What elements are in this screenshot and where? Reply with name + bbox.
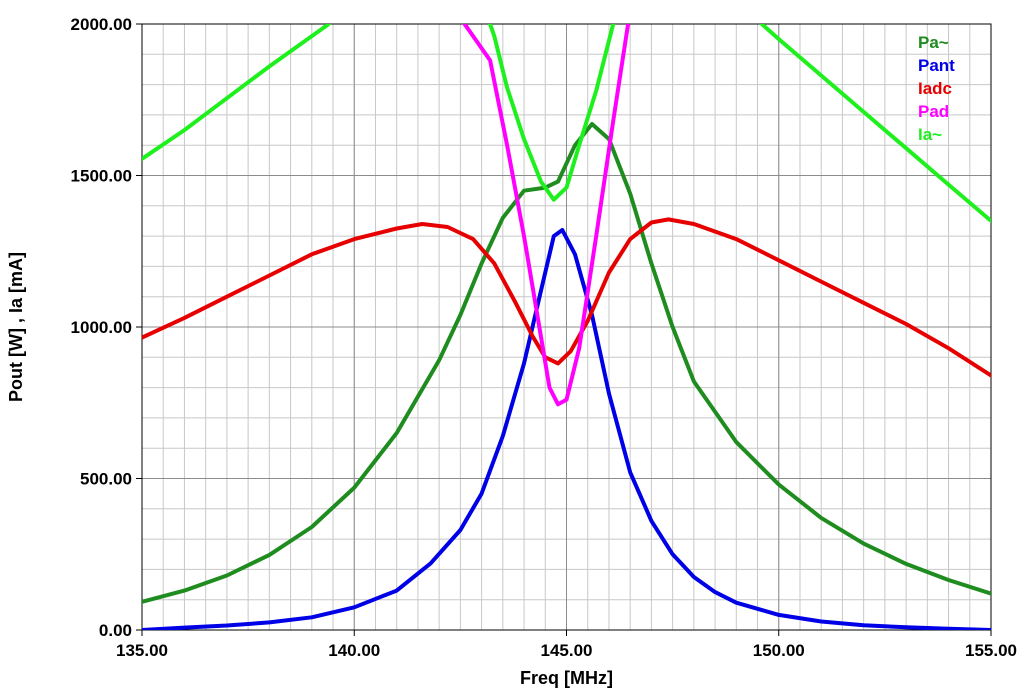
series-line-ia [759, 24, 991, 223]
legend: Pa~ Pant Iadc Pad Ia~ [918, 33, 955, 144]
series-line-pant [142, 228, 991, 630]
y-tick-label: 1500.00 [71, 167, 132, 186]
x-axis-title: Freq [MHz] [520, 668, 613, 688]
x-tick-label: 140.00 [328, 641, 380, 660]
series-line-ia [142, 24, 331, 161]
y-tick-label: 500.00 [80, 470, 132, 489]
x-tick-label: 145.00 [541, 641, 593, 660]
y-axis-title: Pout [W] , Ia [mA] [6, 252, 26, 402]
series-line-pad [462, 24, 631, 407]
series-layer [142, 24, 991, 630]
y-axis-ticks: 0.00 500.00 1000.00 1500.00 2000.00 [71, 15, 142, 640]
legend-entry-pant: Pant [918, 56, 955, 75]
legend-entry-pad: Pad [918, 102, 949, 121]
y-tick-label: 2000.00 [71, 15, 132, 34]
legend-entry-ia: Ia~ [918, 125, 942, 144]
legend-entry-iadc: Iadc [918, 79, 952, 98]
y-tick-label: 1000.00 [71, 318, 132, 337]
series-line-pa [142, 122, 991, 604]
x-tick-label: 150.00 [753, 641, 805, 660]
series-line-ia [488, 24, 616, 202]
y-tick-label: 0.00 [99, 621, 132, 640]
x-axis-ticks: 135.00 140.00 145.00 150.00 155.00 [116, 630, 1017, 660]
x-tick-label: 155.00 [965, 641, 1017, 660]
series-line-iadc [142, 217, 991, 378]
x-tick-label: 135.00 [116, 641, 168, 660]
legend-entry-pa: Pa~ [918, 33, 949, 52]
